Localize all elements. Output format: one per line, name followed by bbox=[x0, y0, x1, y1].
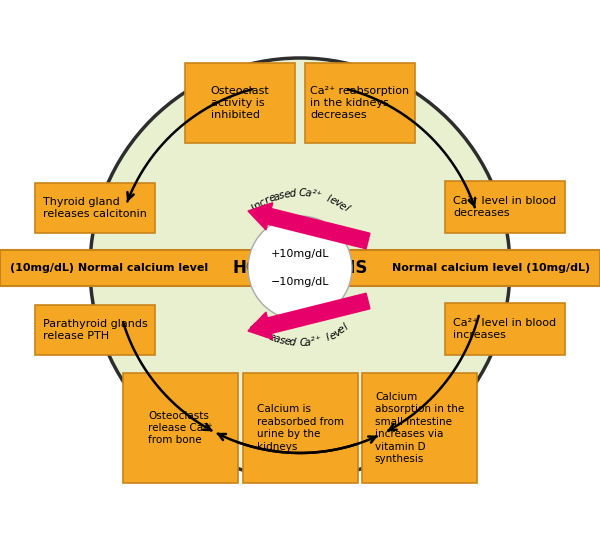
Text: Thyroid gland
releases calcitonin: Thyroid gland releases calcitonin bbox=[43, 197, 147, 219]
Text: Normal calcium level (10mg/dL): Normal calcium level (10mg/dL) bbox=[392, 263, 590, 273]
Text: I: I bbox=[250, 204, 258, 214]
FancyBboxPatch shape bbox=[243, 373, 358, 483]
Text: a: a bbox=[272, 333, 281, 345]
Text: Calcium
absorption in the
small intestine
increases via
vitamin D
synthesis: Calcium absorption in the small intestin… bbox=[375, 392, 464, 464]
Text: Ca²⁺ level in blood
decreases: Ca²⁺ level in blood decreases bbox=[454, 196, 557, 218]
Text: r: r bbox=[263, 195, 271, 206]
Text: c: c bbox=[257, 327, 268, 339]
Text: e: e bbox=[283, 189, 291, 199]
Text: l: l bbox=[342, 204, 350, 214]
Text: s: s bbox=[278, 190, 286, 200]
FancyBboxPatch shape bbox=[0, 250, 600, 286]
Text: n: n bbox=[253, 200, 263, 212]
Text: d: d bbox=[289, 188, 296, 199]
Text: e: e bbox=[253, 324, 263, 336]
Text: Ca²⁺ reabsorption
in the kidneys
decreases: Ca²⁺ reabsorption in the kidneys decreas… bbox=[310, 86, 410, 121]
Text: ²: ² bbox=[310, 337, 316, 347]
Text: ⁺: ⁺ bbox=[314, 335, 322, 346]
Text: +10mg/dL: +10mg/dL bbox=[271, 249, 329, 259]
Text: a: a bbox=[304, 337, 311, 348]
Text: v: v bbox=[332, 197, 343, 209]
Text: a: a bbox=[272, 191, 281, 203]
Text: e: e bbox=[337, 324, 347, 336]
Text: Ca²⁺ level in blood
increases: Ca²⁺ level in blood increases bbox=[454, 318, 557, 340]
Text: r: r bbox=[263, 330, 271, 341]
FancyArrow shape bbox=[248, 293, 370, 339]
Text: e: e bbox=[267, 332, 277, 344]
Text: Calcium is
reabsorbed from
urine by the
kidneys: Calcium is reabsorbed from urine by the … bbox=[257, 404, 344, 452]
FancyBboxPatch shape bbox=[445, 181, 565, 233]
Text: e: e bbox=[328, 330, 338, 341]
Text: v: v bbox=[332, 327, 343, 339]
Circle shape bbox=[248, 216, 352, 320]
Text: −10mg/dL: −10mg/dL bbox=[271, 277, 329, 287]
Text: e: e bbox=[283, 337, 291, 347]
Text: (10mg/dL) Normal calcium level: (10mg/dL) Normal calcium level bbox=[10, 263, 208, 273]
Text: d: d bbox=[289, 337, 296, 348]
Text: e: e bbox=[328, 195, 338, 206]
Text: Osteoclasts
release Ca²⁺
from bone: Osteoclasts release Ca²⁺ from bone bbox=[148, 411, 213, 445]
FancyBboxPatch shape bbox=[362, 373, 477, 483]
Text: ²: ² bbox=[310, 189, 316, 199]
Text: s: s bbox=[278, 336, 286, 346]
FancyBboxPatch shape bbox=[35, 305, 155, 355]
FancyBboxPatch shape bbox=[185, 63, 295, 143]
FancyBboxPatch shape bbox=[305, 63, 415, 143]
Circle shape bbox=[90, 58, 510, 478]
FancyBboxPatch shape bbox=[35, 183, 155, 233]
Text: Parathyroid glands
release PTH: Parathyroid glands release PTH bbox=[43, 319, 148, 341]
Text: HOMEOSTASIS: HOMEOSTASIS bbox=[232, 259, 368, 277]
Text: a: a bbox=[304, 188, 311, 199]
Text: l: l bbox=[325, 193, 331, 204]
Text: ⁺: ⁺ bbox=[314, 190, 322, 201]
Text: C: C bbox=[299, 188, 307, 198]
Text: e: e bbox=[337, 200, 347, 212]
Text: D: D bbox=[248, 321, 260, 333]
Text: C: C bbox=[299, 338, 307, 348]
FancyBboxPatch shape bbox=[123, 373, 238, 483]
Text: l: l bbox=[325, 332, 331, 343]
Text: l: l bbox=[342, 322, 350, 332]
Text: Osteoclast
activity is
inhibited: Osteoclast activity is inhibited bbox=[211, 86, 269, 121]
Text: e: e bbox=[267, 192, 277, 204]
FancyArrow shape bbox=[248, 203, 370, 249]
FancyBboxPatch shape bbox=[445, 303, 565, 355]
Text: c: c bbox=[257, 197, 268, 209]
